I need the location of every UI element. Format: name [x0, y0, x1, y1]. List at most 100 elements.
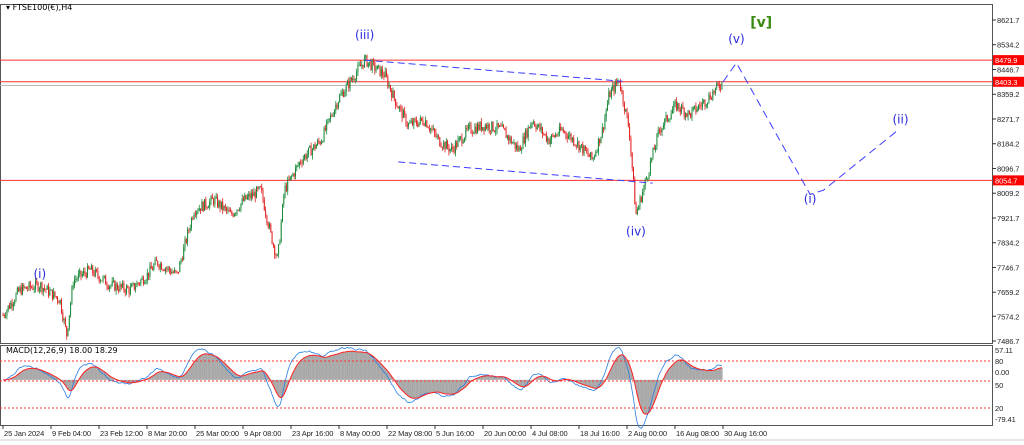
dropdown-triangle-icon[interactable]: ▾ — [6, 3, 13, 12]
candle-body — [618, 81, 620, 83]
candle-body — [15, 293, 17, 302]
candle-body — [626, 109, 628, 116]
candle-body — [599, 138, 601, 144]
candle-body — [25, 286, 27, 289]
macd-y-label: 0.00 — [995, 368, 1009, 377]
candle-body — [33, 288, 35, 290]
candle-body — [171, 272, 173, 274]
candle-body — [343, 91, 345, 97]
candle-body — [37, 282, 39, 291]
candle-body — [340, 93, 342, 96]
candle-body — [75, 279, 77, 280]
candle-body — [120, 284, 122, 287]
candle-body — [700, 105, 702, 107]
x-tick-label: 22 May 08:00 — [388, 429, 432, 438]
x-tick-label: 9 Feb 04:00 — [52, 429, 91, 438]
candle-body — [712, 91, 714, 100]
candle-body — [659, 130, 660, 132]
wave-label: [v] — [750, 15, 772, 31]
candle-body — [87, 265, 88, 278]
candle-body — [213, 199, 215, 205]
candle-body — [439, 137, 441, 146]
candle-body — [181, 259, 183, 261]
symbol-text: FTSE100(€),H4 — [12, 3, 73, 12]
candle-body — [14, 301, 16, 304]
candle-body — [584, 145, 586, 151]
macd-y-label: 80 — [995, 357, 1003, 366]
candle-body — [479, 121, 481, 130]
candle-body — [428, 128, 430, 131]
candle-body — [278, 244, 280, 255]
candle-body — [128, 288, 130, 294]
candle-body — [376, 65, 378, 70]
y-tick-label: 7921.7 — [997, 214, 1019, 223]
candle-body — [170, 270, 172, 274]
candle-body — [178, 271, 179, 273]
candle-body — [332, 115, 334, 117]
candle-body — [374, 62, 376, 71]
candle-body — [339, 95, 341, 103]
candle-body — [373, 60, 374, 63]
candle-body — [452, 146, 454, 149]
candle-body — [525, 129, 527, 143]
candle-body — [322, 141, 324, 143]
candle-body — [5, 316, 7, 317]
candle-body — [97, 271, 99, 277]
candle-body — [496, 122, 498, 131]
candle-body — [631, 152, 633, 168]
candle-body — [129, 287, 131, 294]
candle-body — [64, 319, 66, 327]
candle-body — [19, 286, 21, 292]
candle-body — [103, 276, 105, 277]
candle-body — [369, 61, 371, 63]
x-tick-label: 8 May 00:00 — [340, 429, 380, 438]
candle-body — [475, 126, 477, 134]
candle-body — [358, 64, 360, 66]
candle-body — [163, 269, 165, 272]
candle-body — [709, 94, 711, 99]
candle-body — [698, 105, 699, 110]
candle-body — [501, 124, 503, 127]
candle-body — [492, 121, 494, 131]
candle-body — [113, 280, 114, 282]
candle-body — [409, 122, 411, 124]
macd-y-label: 57.11 — [995, 346, 1013, 355]
candle-body — [653, 148, 655, 150]
candle-body — [222, 201, 224, 210]
candle-body — [597, 138, 599, 152]
candle-body — [613, 85, 615, 92]
candle-body — [578, 141, 580, 151]
candle-body — [573, 137, 575, 145]
candle-body — [29, 282, 31, 288]
candle-body — [42, 288, 44, 293]
candle-body — [495, 130, 497, 132]
y-tick-label: 8621.7 — [997, 16, 1019, 25]
candle-body — [471, 132, 473, 134]
candle-body — [283, 195, 285, 205]
x-tick-label: 8 Mar 20:00 — [148, 429, 187, 438]
candle-body — [566, 135, 568, 139]
candle-body — [522, 136, 524, 149]
candle-body — [639, 197, 641, 206]
candle-body — [718, 84, 720, 88]
candle-body — [655, 146, 657, 150]
candle-body — [547, 138, 549, 142]
candle-body — [24, 286, 26, 288]
candle-body — [642, 192, 644, 202]
candle-body — [482, 127, 484, 131]
candle-body — [660, 130, 662, 133]
candle-body — [141, 277, 143, 280]
candle-body — [252, 192, 254, 197]
candle-body — [22, 284, 23, 295]
wave-label: (iii) — [355, 28, 374, 42]
candle-body — [201, 201, 203, 211]
candle-body — [509, 137, 511, 141]
candle-body — [185, 239, 187, 243]
candle-body — [111, 281, 113, 286]
candle-body — [672, 110, 673, 114]
level-price-label: 8479.9 — [995, 56, 1017, 65]
candle-body — [228, 209, 230, 212]
candle-body — [114, 280, 116, 291]
x-tick-label: 20 Jun 00:00 — [484, 429, 526, 438]
